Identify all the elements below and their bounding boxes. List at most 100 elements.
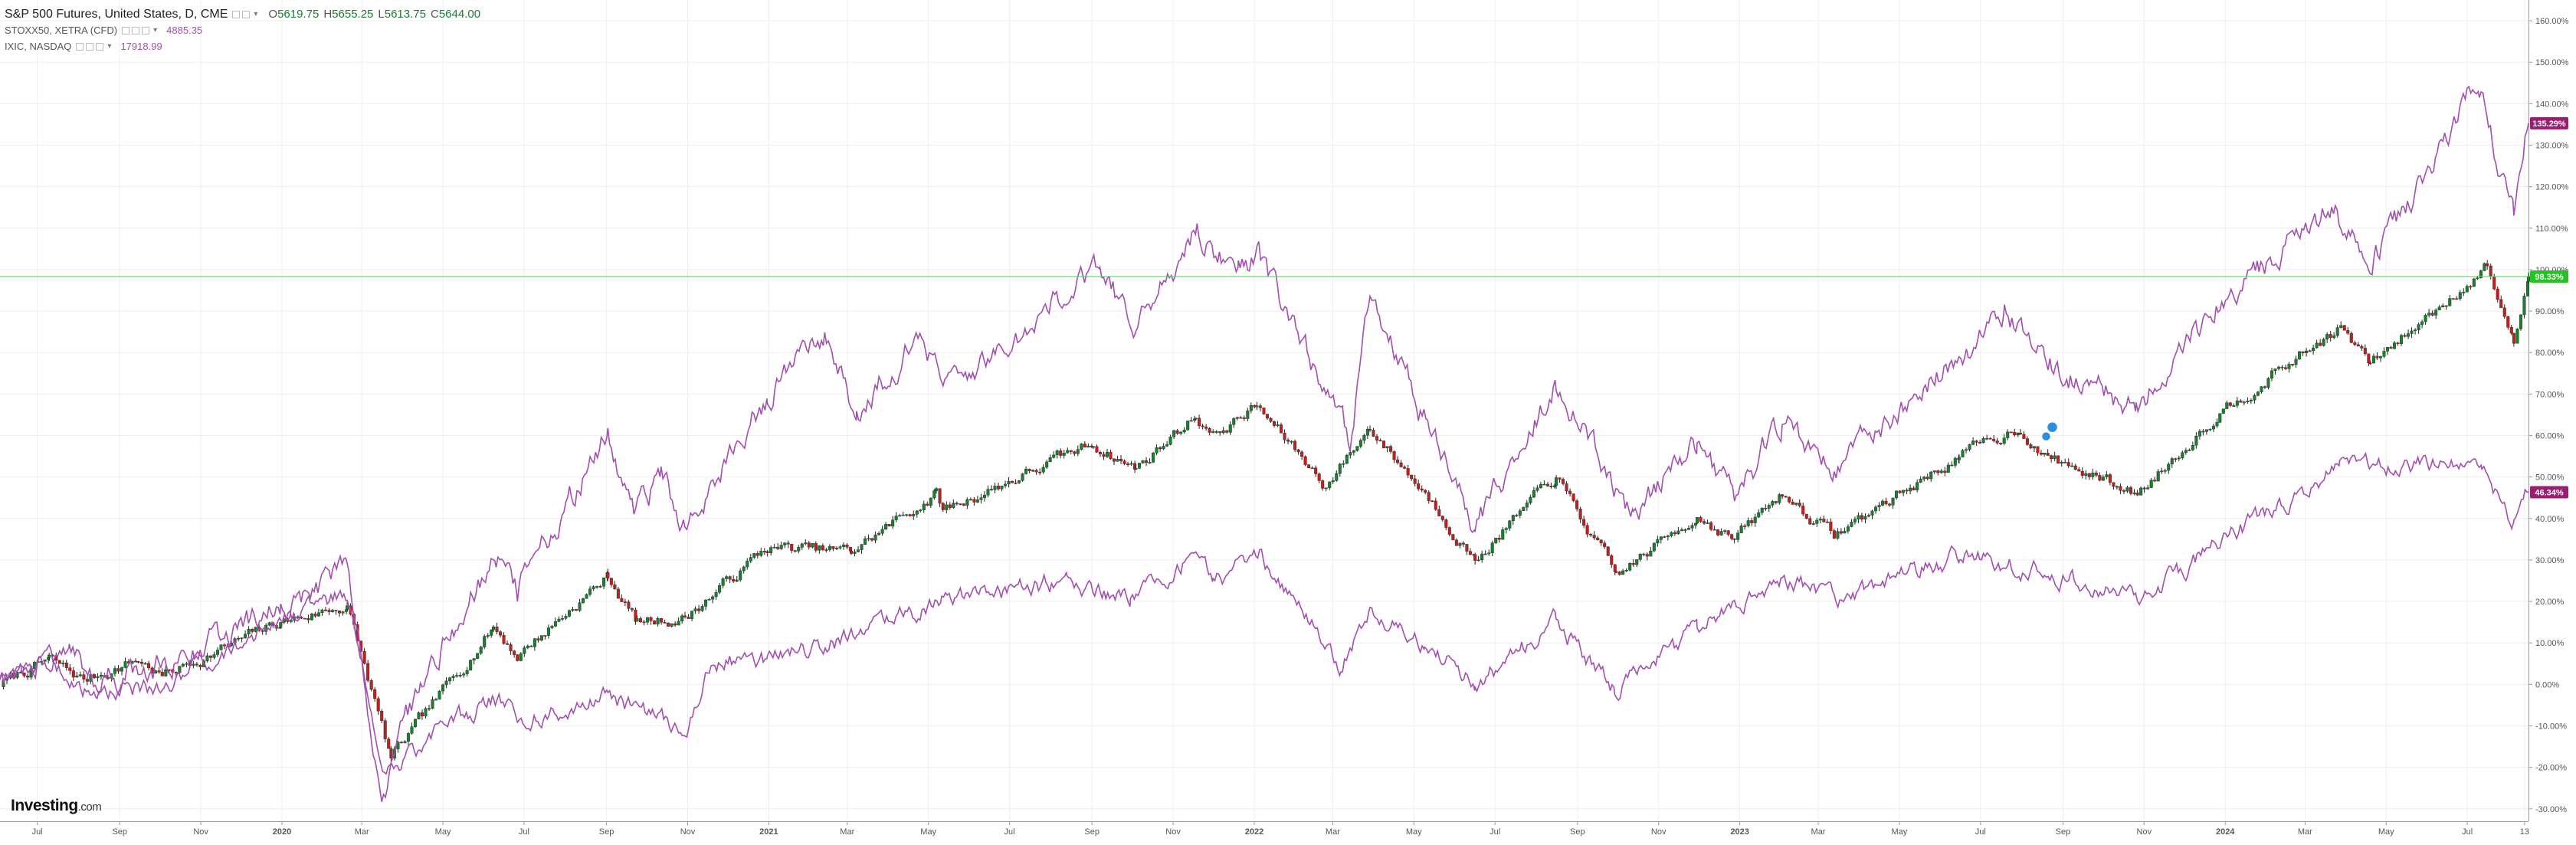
candle-body (1902, 490, 1906, 493)
candle-body (1168, 436, 1172, 445)
candle-body (1098, 452, 1102, 454)
candle-body (1716, 529, 1720, 535)
candle-body (1874, 506, 1878, 512)
candle-body (2430, 313, 2434, 316)
candle-body (1080, 444, 1083, 450)
x-tick-label: Jul (32, 827, 43, 837)
candle-body (1041, 467, 1045, 473)
close-icon[interactable] (142, 26, 150, 34)
candle-body (1424, 490, 1427, 493)
candle-body (996, 486, 1000, 490)
candle-body (261, 630, 264, 632)
chevron-down-icon[interactable]: ▾ (107, 42, 112, 51)
candle-body (1981, 438, 1985, 444)
candle-body (2235, 400, 2239, 406)
candle-body (2287, 364, 2291, 369)
candle-body (2363, 348, 2367, 355)
eye-icon[interactable] (76, 42, 84, 51)
candle-body (2342, 325, 2346, 331)
candle-body (1052, 454, 1056, 458)
chevron-down-icon[interactable]: ▾ (153, 26, 158, 34)
eye-icon[interactable] (232, 10, 241, 18)
candle-body (417, 712, 421, 719)
y-tick-label: 140.00% (2535, 100, 2569, 109)
candle-body (2308, 350, 2312, 352)
candle-body (673, 623, 677, 626)
candle-body (598, 586, 602, 588)
eye-icon[interactable] (122, 26, 130, 34)
candle-body (1427, 492, 1431, 501)
settings-icon[interactable] (242, 10, 251, 18)
candle-body (1961, 450, 1965, 457)
grid (0, 0, 2528, 821)
candle-body (513, 650, 516, 655)
candle-body (2441, 305, 2445, 307)
candle-body (2266, 378, 2270, 388)
candle-body (1680, 529, 1683, 532)
candle-body (185, 663, 188, 665)
candle-body (529, 645, 533, 647)
candle-body (389, 748, 393, 758)
candle-body (2382, 351, 2386, 357)
candle-body (2211, 425, 2215, 430)
y-tick-label: 60.00% (2535, 431, 2565, 441)
candle-body (1186, 421, 1190, 431)
candle-body (1437, 509, 1441, 516)
candle-body (2039, 453, 2043, 455)
candle-body (1578, 509, 1582, 520)
candle-body (451, 676, 455, 678)
candle-body (2256, 391, 2260, 396)
candle-body (48, 654, 51, 658)
candle-body (2108, 474, 2112, 483)
candle-body (1535, 487, 1539, 491)
candle-body (1321, 480, 1325, 489)
candle-body (894, 516, 898, 520)
candle-body (982, 494, 986, 498)
x-tick-label: Jul (1975, 827, 1986, 837)
investing-logo[interactable]: Investing.com (11, 797, 102, 815)
candle-body (616, 588, 620, 599)
candle-body (786, 542, 790, 545)
candle-body (2353, 342, 2357, 346)
candle-body (2378, 356, 2382, 359)
candle-body (1649, 550, 1653, 557)
candle-body (1919, 479, 1922, 483)
settings-icon[interactable] (86, 42, 94, 51)
candle-body (620, 598, 624, 602)
ixic-series-name[interactable]: IXIC, NASDAQ (5, 41, 72, 52)
main-symbol-title[interactable]: S&P 500 Futures, United States, D, CME (5, 8, 228, 21)
close-icon[interactable] (96, 42, 104, 51)
candle-body (952, 503, 955, 508)
candle-body (1162, 445, 1165, 450)
y-tick-label: 40.00% (2535, 515, 2565, 524)
candle-body (1739, 526, 1743, 533)
candle-body (1703, 521, 1706, 524)
candle-body (2393, 342, 2397, 349)
candle-body (2149, 480, 2153, 488)
chevron-down-icon[interactable]: ▾ (254, 10, 258, 18)
candle-body (1228, 424, 1232, 433)
stoxx-series-name[interactable]: STOXX50, XETRA (CFD) (5, 25, 118, 36)
candle-body (438, 690, 441, 700)
candle-body (564, 616, 568, 619)
candle-body (2073, 465, 2077, 470)
candle-body (2403, 335, 2407, 337)
candle-body (588, 588, 592, 595)
candle-body (1141, 460, 1145, 463)
candle-body (834, 548, 838, 549)
candle-body (164, 669, 168, 676)
candle-body (157, 670, 161, 673)
candle-body (1922, 477, 1926, 480)
candle-body (303, 617, 306, 620)
candle-body (469, 660, 473, 671)
candle-body (1683, 529, 1687, 531)
candle-body (1246, 410, 1250, 419)
settings-icon[interactable] (132, 26, 140, 34)
price-badge-label: 46.34% (2535, 488, 2564, 497)
candle-body (2177, 457, 2181, 460)
candle-body (779, 545, 783, 549)
candle-body (1504, 528, 1508, 530)
candle-body (755, 553, 759, 556)
